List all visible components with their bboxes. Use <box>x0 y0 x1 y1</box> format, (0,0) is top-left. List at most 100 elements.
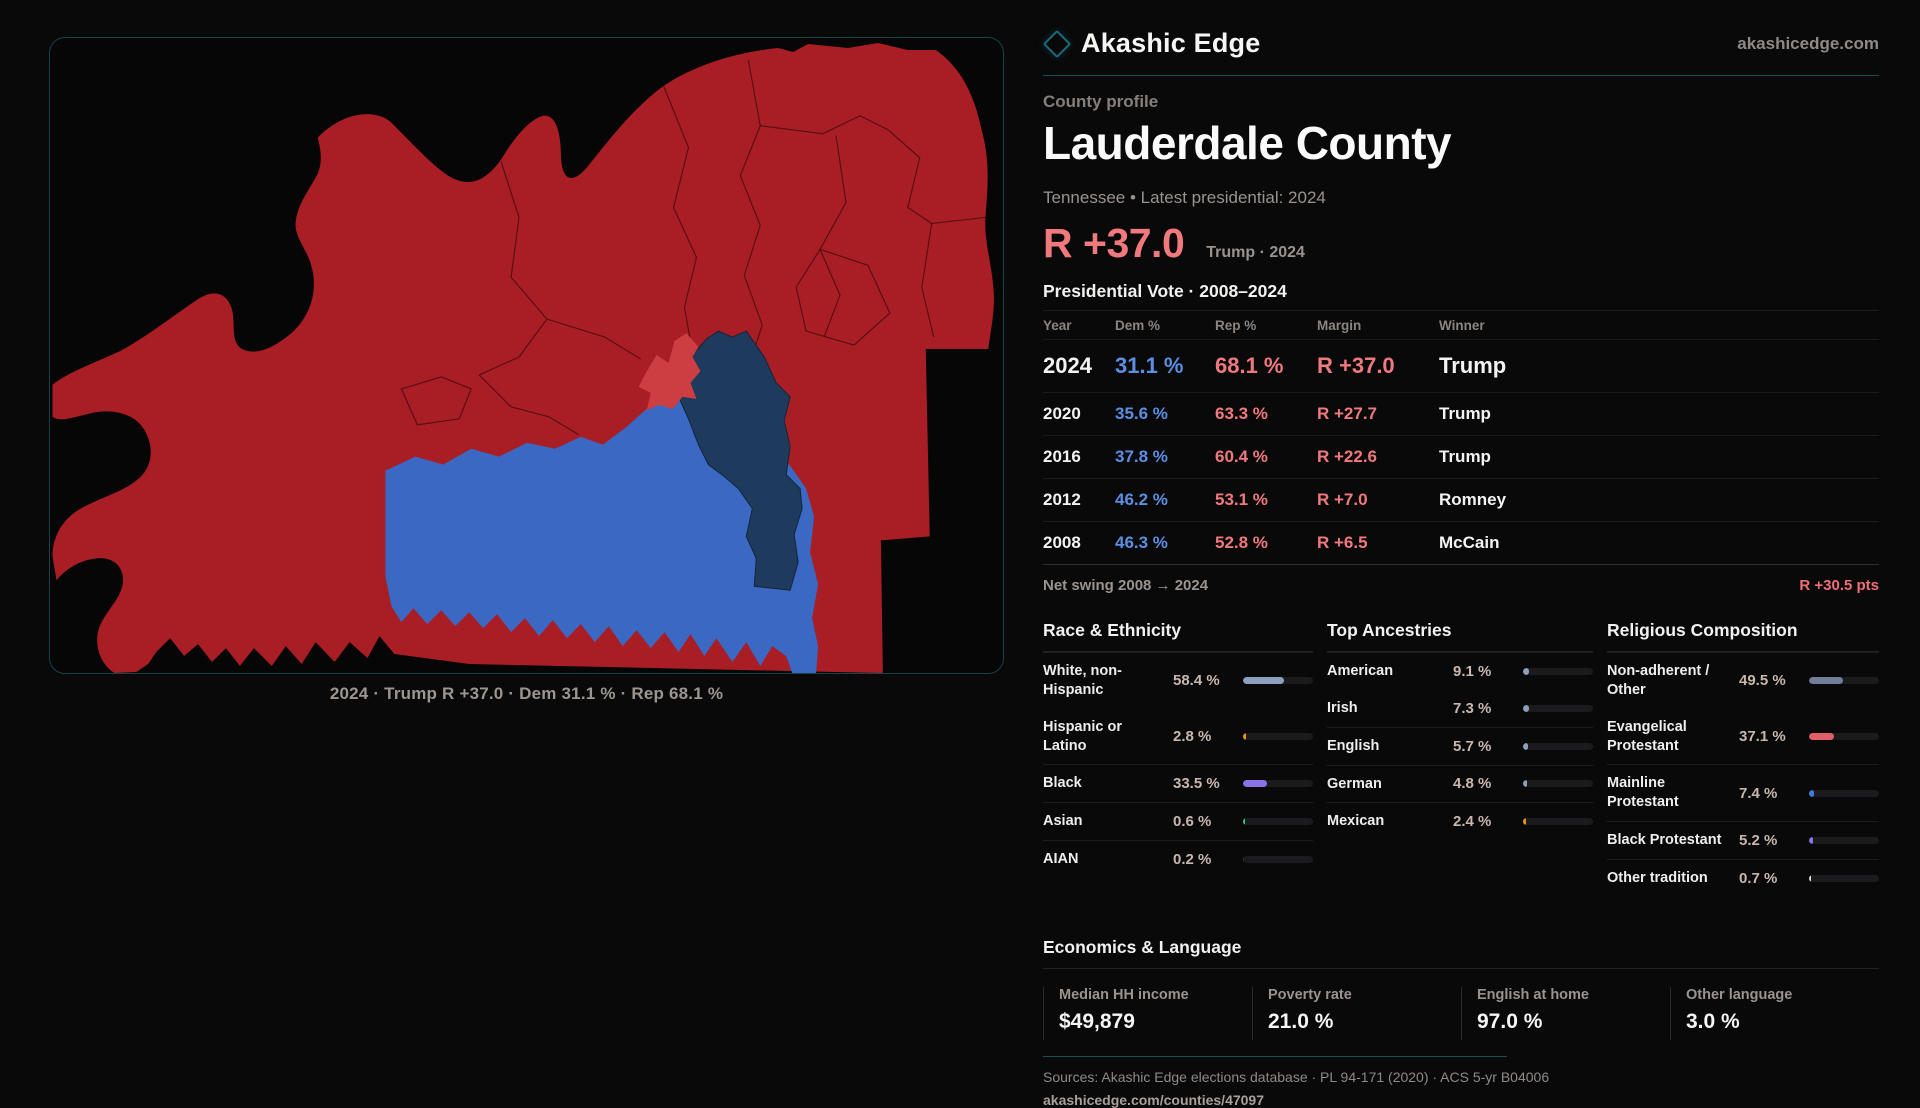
demo-bar-fill <box>1243 733 1246 741</box>
page-title: Lauderdale County <box>1043 117 1452 169</box>
list-item: Other tradition 0.7 % <box>1607 858 1879 897</box>
demo-label: Black <box>1043 775 1082 792</box>
col-winner: Winner <box>1439 318 1485 333</box>
demo-bar-track <box>1809 677 1879 685</box>
col-dem: Dem % <box>1115 318 1161 333</box>
headline-margin-row: R +37.0 Trump · 2024 <box>1043 220 1879 267</box>
county-border-lines <box>400 59 986 436</box>
brand-header: Akashic Edge akashicedge.com <box>1042 28 1879 76</box>
cell-year: 2024 <box>1043 353 1092 378</box>
cell-margin: R +6.5 <box>1317 533 1368 552</box>
demo-bar-track <box>1523 667 1593 675</box>
cell-rep: 63.3 % <box>1215 404 1268 423</box>
economics-stats-row: Median HH income $49,879 Poverty rate 21… <box>1043 986 1879 1040</box>
footer: Sources: Akashic Edge elections database… <box>1043 1055 1879 1108</box>
cell-dem: 46.2 % <box>1115 490 1168 509</box>
county-map[interactable] <box>50 38 1003 673</box>
economics-section: Economics & Language Median HH income $4… <box>1043 937 1879 1040</box>
demo-bar-track <box>1809 836 1879 844</box>
demo-bar-track <box>1809 874 1879 882</box>
cell-dem: 31.1 % <box>1115 353 1184 378</box>
stat-value: $49,879 <box>1059 1009 1135 1033</box>
stat-label: Median HH income <box>1059 986 1189 1003</box>
demo-label: Mainline Protestant <box>1607 775 1679 811</box>
section-title: Economics & Language <box>1043 937 1879 969</box>
race-ethnicity-column: Race & Ethnicity White, non-Hispanic 58.… <box>1043 620 1313 897</box>
cell-year: 2020 <box>1043 404 1081 423</box>
demo-bar-fill <box>1809 733 1835 741</box>
demographics-section: Race & Ethnicity White, non-Hispanic 58.… <box>1043 620 1879 897</box>
cell-winner: Trump <box>1439 404 1491 423</box>
county-map-panel <box>49 37 1004 674</box>
cell-year: 2008 <box>1043 533 1081 552</box>
profile-subtitle: Tennessee • Latest presidential: 2024 <box>1043 188 1326 207</box>
map-caption: 2024 · Trump R +37.0 · Dem 31.1 % · Rep … <box>329 684 724 703</box>
permalink[interactable]: akashicedge.com/counties/47097 <box>1043 1091 1264 1108</box>
list-item: American 9.1 % <box>1327 652 1593 690</box>
sources-text: Sources: Akashic Edge elections database… <box>1043 1068 1550 1085</box>
section-title: Top Ancestries <box>1327 620 1593 652</box>
demo-bar-track <box>1523 780 1593 788</box>
county-profile-panel: Akashic Edge akashicedge.com County prof… <box>1042 28 1879 1108</box>
profile-kicker: County profile <box>1043 92 1159 111</box>
demo-label: Mexican <box>1327 813 1385 830</box>
cell-winner: Romney <box>1439 490 1507 509</box>
demo-bar-fill <box>1809 874 1812 882</box>
col-rep: Rep % <box>1215 318 1257 333</box>
vote-table-title: Presidential Vote · 2008–2024 <box>1043 281 1287 301</box>
cell-winner: Trump <box>1439 447 1491 466</box>
demo-value: 49.5 % <box>1739 672 1786 690</box>
demo-value: 0.6 % <box>1173 813 1212 831</box>
net-swing-label: Net swing 2008 → 2024 <box>1043 577 1209 594</box>
demo-label: Asian <box>1043 813 1083 830</box>
demo-label: Non-adherent / Other <box>1607 663 1710 698</box>
list-item: White, non-Hispanic 58.4 % <box>1043 652 1313 709</box>
cell-year: 2016 <box>1043 447 1081 466</box>
brand-diamond-icon <box>1042 29 1072 58</box>
cell-margin: R +22.6 <box>1317 447 1378 466</box>
demo-bar-fill <box>1809 789 1814 797</box>
list-item: Black 33.5 % <box>1043 764 1313 802</box>
list-item: English 5.7 % <box>1327 726 1593 765</box>
brand-domain-link[interactable]: akashicedge.com <box>1737 33 1879 53</box>
demo-bar-track <box>1243 780 1313 788</box>
demo-bar-track <box>1243 855 1313 863</box>
table-row: 2016 37.8 % 60.4 % R +22.6 Trump <box>1043 435 1879 478</box>
demo-value: 4.8 % <box>1453 775 1492 793</box>
demo-bar-track <box>1809 733 1879 741</box>
cell-winner: McCain <box>1439 533 1500 552</box>
cell-rep: 60.4 % <box>1215 447 1268 466</box>
cell-margin: R +27.7 <box>1317 404 1378 423</box>
demo-label: AIAN <box>1043 851 1079 868</box>
net-swing-value: R +30.5 pts <box>1799 577 1879 594</box>
section-title: Race & Ethnicity <box>1043 620 1313 652</box>
demo-bar-track <box>1243 733 1313 741</box>
list-item: Asian 0.6 % <box>1043 802 1313 840</box>
map-navy-county <box>673 330 803 591</box>
county-highlight-lauderdale[interactable] <box>638 333 701 411</box>
list-item: Black Protestant 5.2 % <box>1607 821 1879 859</box>
demo-bar-fill <box>1523 742 1528 750</box>
cell-rep: 53.1 % <box>1215 490 1268 509</box>
demo-bar-fill <box>1809 677 1843 685</box>
list-item: Mainline Protestant 7.4 % <box>1607 764 1879 821</box>
demo-bar-fill <box>1523 780 1528 788</box>
demo-value: 5.2 % <box>1739 831 1778 849</box>
demo-label: White, non-Hispanic <box>1043 663 1122 698</box>
headline-note: Trump · 2024 <box>1206 244 1305 261</box>
demo-label: German <box>1327 775 1382 792</box>
demo-label: Black Protestant <box>1607 832 1722 849</box>
list-item: Mexican 2.4 % <box>1327 802 1593 840</box>
cell-margin: R +7.0 <box>1317 490 1368 509</box>
demo-bar-track <box>1243 818 1313 826</box>
demo-bar-fill <box>1809 836 1814 844</box>
stat-value: 97.0 % <box>1477 1009 1543 1033</box>
demo-value: 2.8 % <box>1173 728 1212 746</box>
table-row: 2012 46.2 % 53.1 % R +7.0 Romney <box>1043 478 1879 521</box>
stat-english-at-home: English at home 97.0 % <box>1461 986 1670 1040</box>
headline-margin: R +37.0 <box>1043 220 1185 266</box>
ancestries-column: Top Ancestries American 9.1 % Irish 7.3 … <box>1327 620 1593 897</box>
stat-median-income: Median HH income $49,879 <box>1043 986 1252 1040</box>
footer-divider <box>1043 1055 1507 1057</box>
brand-name: Akashic Edge <box>1081 28 1261 58</box>
